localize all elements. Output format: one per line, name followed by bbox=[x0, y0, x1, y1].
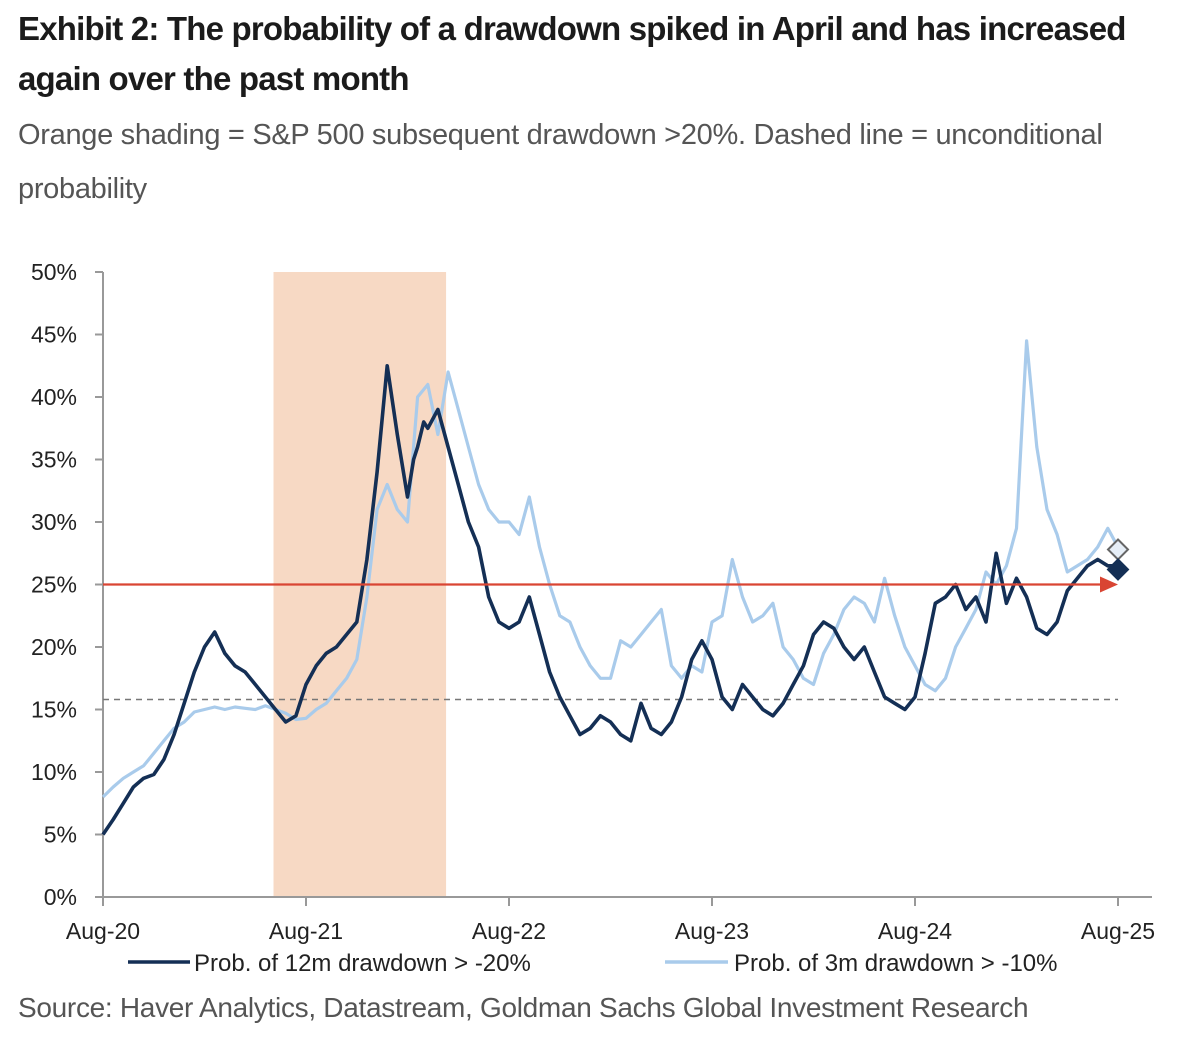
legend: Prob. of 12m drawdown > -20% Prob. of 3m… bbox=[128, 950, 1058, 977]
x-tick-label: Aug-20 bbox=[66, 918, 140, 944]
x-tick-label: Aug-24 bbox=[878, 918, 952, 944]
y-tick-label: 25% bbox=[31, 572, 77, 598]
legend-label-3m: Prob. of 3m drawdown > -10% bbox=[734, 950, 1058, 977]
x-tick-label: Aug-21 bbox=[269, 918, 343, 944]
reference-arrow bbox=[103, 576, 1118, 593]
chart-subtitle: Orange shading = S&P 500 subsequent draw… bbox=[18, 119, 1103, 205]
series-line-3m-drawdown bbox=[101, 339, 1120, 799]
end-marker-12m bbox=[1106, 558, 1130, 581]
y-tick-label: 50% bbox=[31, 259, 77, 285]
chart-title: Exhibit 2: The probability of a drawdown… bbox=[18, 10, 1126, 97]
legend-label-12m: Prob. of 12m drawdown > -20% bbox=[194, 950, 531, 977]
y-tick-label: 20% bbox=[31, 634, 77, 660]
y-axis-ticks: 0% 5% 10% 15% 20% 25% 30% 35% 40% 45% 50% bbox=[31, 259, 103, 910]
x-tick-label: Aug-22 bbox=[472, 918, 546, 944]
y-tick-label: 45% bbox=[31, 322, 77, 348]
x-tick-label: Aug-25 bbox=[1081, 918, 1155, 944]
y-tick-label: 40% bbox=[31, 384, 77, 410]
series-line-12m-drawdown bbox=[101, 364, 1118, 836]
reference-arrow-head bbox=[1100, 576, 1118, 593]
y-tick-label: 15% bbox=[31, 697, 77, 723]
y-tick-label: 0% bbox=[44, 884, 77, 910]
x-axis-ticks: Aug-20 Aug-21 Aug-22 Aug-23 Aug-24 Aug-25 bbox=[66, 897, 1155, 944]
end-marker-3m bbox=[1106, 538, 1130, 561]
source-note: Source: Haver Analytics, Datastream, Gol… bbox=[18, 992, 1029, 1023]
end-markers bbox=[1106, 538, 1130, 581]
y-tick-label: 30% bbox=[31, 509, 77, 535]
y-tick-label: 10% bbox=[31, 759, 77, 785]
y-tick-label: 5% bbox=[44, 822, 77, 848]
drawdown-probability-chart: 0%5%10%15%20%25%30%35%40%45%50% Aug-20 Au… bbox=[31, 259, 1155, 977]
x-tick-label: Aug-23 bbox=[675, 918, 749, 944]
y-tick-label: 35% bbox=[31, 447, 77, 473]
